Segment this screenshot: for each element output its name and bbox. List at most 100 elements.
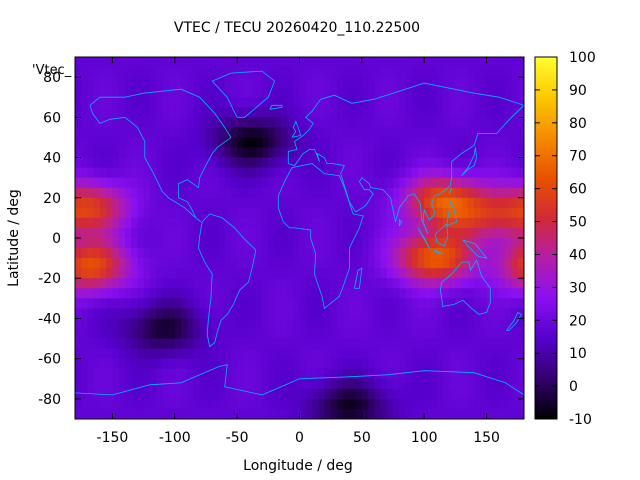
heatmap-cell xyxy=(106,87,114,98)
heatmap-cell xyxy=(449,358,457,370)
heatmap-cell xyxy=(436,77,444,88)
heatmap-cell xyxy=(106,348,114,360)
heatmap-cell xyxy=(368,127,375,139)
heatmap-cell xyxy=(361,107,369,118)
heatmap-cell xyxy=(343,298,350,309)
coastline xyxy=(75,364,524,396)
heatmap-cell xyxy=(505,328,513,340)
heatmap-cell xyxy=(399,378,407,390)
heatmap-cell xyxy=(330,187,338,199)
heatmap-cell xyxy=(368,368,375,380)
heatmap-cell xyxy=(499,318,506,330)
coastline xyxy=(398,219,403,227)
heatmap-cell xyxy=(461,308,469,320)
heatmap-cell xyxy=(399,147,407,159)
heatmap-cell xyxy=(118,298,126,309)
heatmap-cell xyxy=(168,318,176,330)
heatmap-cell xyxy=(212,248,220,259)
heatmap-cell xyxy=(399,107,407,118)
heatmap-cell xyxy=(436,57,444,68)
heatmap-cell xyxy=(343,157,350,169)
heatmap-cell xyxy=(87,97,95,108)
heatmap-cell xyxy=(287,338,294,350)
heatmap-cell xyxy=(262,348,269,360)
heatmap-cell xyxy=(324,238,332,249)
heatmap-cell xyxy=(87,207,95,219)
heatmap-cell xyxy=(255,288,263,299)
heatmap-cell xyxy=(237,258,244,269)
heatmap-cell xyxy=(268,117,276,128)
heatmap-cell xyxy=(511,298,519,309)
heatmap-cell xyxy=(374,378,382,390)
heatmap-cell xyxy=(168,288,176,299)
heatmap-cell xyxy=(430,308,438,320)
heatmap-cell xyxy=(318,288,326,299)
heatmap-cell xyxy=(106,67,114,78)
heatmap-cell xyxy=(474,157,481,169)
heatmap-cell xyxy=(280,67,288,78)
heatmap-cell xyxy=(374,57,382,68)
heatmap-cell xyxy=(187,57,195,68)
heatmap-cell xyxy=(106,207,114,219)
heatmap-cell xyxy=(287,127,294,139)
heatmap-cell xyxy=(324,207,332,219)
heatmap-cell xyxy=(361,288,369,299)
heatmap-cell xyxy=(399,258,407,269)
heatmap-cell xyxy=(237,57,244,68)
heatmap-cell xyxy=(174,67,182,78)
heatmap-cell xyxy=(349,288,357,299)
heatmap-cell xyxy=(499,147,506,159)
heatmap-cell xyxy=(305,248,313,259)
heatmap-cell xyxy=(162,358,170,370)
heatmap-cell xyxy=(336,388,344,400)
heatmap-cell xyxy=(106,318,114,330)
y-tick-label: -80 xyxy=(38,392,61,408)
heatmap-cell xyxy=(492,278,500,289)
heatmap-cell xyxy=(268,97,276,108)
heatmap-cell xyxy=(480,258,488,269)
heatmap-cell xyxy=(311,308,319,320)
heatmap-cell xyxy=(349,348,357,360)
heatmap-cell xyxy=(330,348,338,360)
heatmap-cell xyxy=(368,308,375,320)
heatmap-cell xyxy=(156,107,163,118)
heatmap-cell xyxy=(268,207,276,219)
heatmap-cell xyxy=(492,207,500,219)
heatmap-cell xyxy=(124,248,132,259)
heatmap-cell xyxy=(467,197,475,209)
heatmap-cell xyxy=(143,147,151,159)
heatmap-cell xyxy=(405,268,413,279)
heatmap-cell xyxy=(299,197,307,209)
heatmap-cell xyxy=(274,388,282,400)
heatmap-cell xyxy=(143,77,151,88)
heatmap-cell xyxy=(143,117,151,128)
heatmap-cell xyxy=(187,157,195,169)
heatmap-cell xyxy=(112,227,120,239)
heatmap-cell xyxy=(137,288,145,299)
heatmap-cell xyxy=(405,117,413,128)
heatmap-cell xyxy=(243,408,251,419)
heatmap-cell xyxy=(124,408,132,419)
heatmap-cell xyxy=(218,137,226,149)
heatmap-cell xyxy=(274,328,282,340)
heatmap-cell xyxy=(268,107,276,118)
heatmap-cell xyxy=(230,87,238,98)
heatmap-cell xyxy=(224,187,232,199)
heatmap-cell xyxy=(218,368,226,380)
heatmap-cell xyxy=(156,348,163,360)
heatmap-cell xyxy=(181,268,188,279)
heatmap-cell xyxy=(162,238,170,249)
y-tick-label: 60 xyxy=(43,110,61,126)
heatmap-cell xyxy=(81,67,89,78)
heatmap-cell xyxy=(511,177,519,189)
heatmap-cell xyxy=(474,298,481,309)
heatmap-cell xyxy=(368,288,375,299)
heatmap-cell xyxy=(461,217,469,229)
heatmap-cell xyxy=(99,298,107,309)
heatmap-cell xyxy=(156,388,163,400)
heatmap-cell xyxy=(143,207,151,219)
x-axis: -150 -100 -50 0 50 100 150 xyxy=(97,57,500,446)
heatmap-cell xyxy=(255,268,263,279)
heatmap-cell xyxy=(330,368,338,380)
heatmap-cell xyxy=(330,258,338,269)
